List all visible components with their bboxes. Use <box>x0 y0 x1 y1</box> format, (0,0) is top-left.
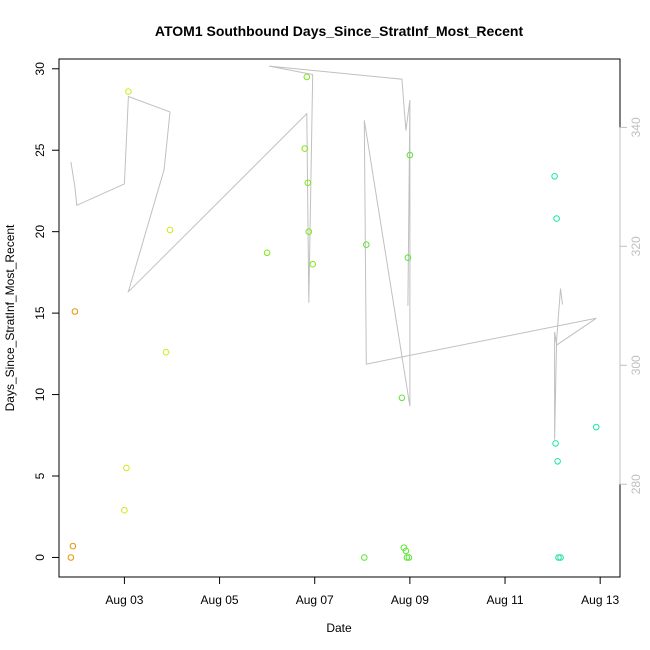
data-point <box>592 423 600 431</box>
y-axis: 0 5 10 15 20 25 30 <box>33 62 60 561</box>
data-point <box>69 542 77 550</box>
line-series-layer <box>70 65 597 440</box>
data-point <box>361 554 368 561</box>
data-point <box>554 458 561 465</box>
data-point <box>263 249 271 257</box>
x-tick-label: Aug 09 <box>391 593 429 607</box>
data-point <box>363 241 370 248</box>
y-tick-label: 15 <box>33 306 47 320</box>
data-point <box>125 88 132 95</box>
secondary-y-tick-label: 320 <box>629 236 643 256</box>
data-point <box>551 173 558 180</box>
data-point <box>402 547 410 555</box>
y-tick-label: 20 <box>33 225 47 239</box>
data-point <box>557 554 564 561</box>
data-point <box>71 308 79 315</box>
secondary-y-tick-label: 280 <box>629 474 643 494</box>
data-point <box>405 554 413 561</box>
secondary-y-axis: 280 300 320 340 <box>619 117 643 494</box>
data-point <box>303 73 311 81</box>
data-point <box>553 215 560 222</box>
data-point <box>403 554 411 561</box>
y-tick-label: 25 <box>33 143 47 157</box>
secondary-y-tick-label: 340 <box>629 117 643 137</box>
x-tick-label: Aug 05 <box>201 593 239 607</box>
data-point <box>121 506 128 514</box>
data-point <box>305 228 313 235</box>
data-point <box>123 464 130 472</box>
data-point <box>304 179 312 187</box>
data-point <box>309 260 317 268</box>
secondary-y-tick-label: 300 <box>629 355 643 375</box>
y-axis-label: Days_Since_StratInf_Most_Recent <box>3 224 17 411</box>
x-tick-label: Aug 13 <box>581 593 619 607</box>
data-point <box>166 226 174 234</box>
data-point <box>406 151 414 159</box>
y-tick-label: 5 <box>33 472 47 479</box>
data-point <box>398 394 406 402</box>
y-tick-label: 30 <box>33 62 47 76</box>
plot-box <box>58 58 621 578</box>
points-layer <box>67 73 600 561</box>
x-tick-label: Aug 11 <box>486 593 523 607</box>
data-point <box>552 440 559 447</box>
x-tick-label: Aug 03 <box>105 593 143 607</box>
data-point <box>555 554 562 561</box>
data-point <box>162 348 170 356</box>
x-axis: Aug 03 Aug 05 Aug 07 Aug 09 Aug 11 Aug 13 <box>105 576 620 607</box>
data-point <box>67 554 75 561</box>
x-tick-label: Aug 07 <box>296 593 334 607</box>
x-axis-label: Date <box>326 621 352 635</box>
data-point <box>404 254 412 262</box>
secondary-series-line <box>70 65 597 440</box>
y-tick-label: 0 <box>33 554 47 561</box>
data-point <box>301 145 309 152</box>
y-tick-label: 10 <box>33 388 47 402</box>
chart-title: ATOM1 Southbound Days_Since_StratInf_Mos… <box>155 23 524 39</box>
